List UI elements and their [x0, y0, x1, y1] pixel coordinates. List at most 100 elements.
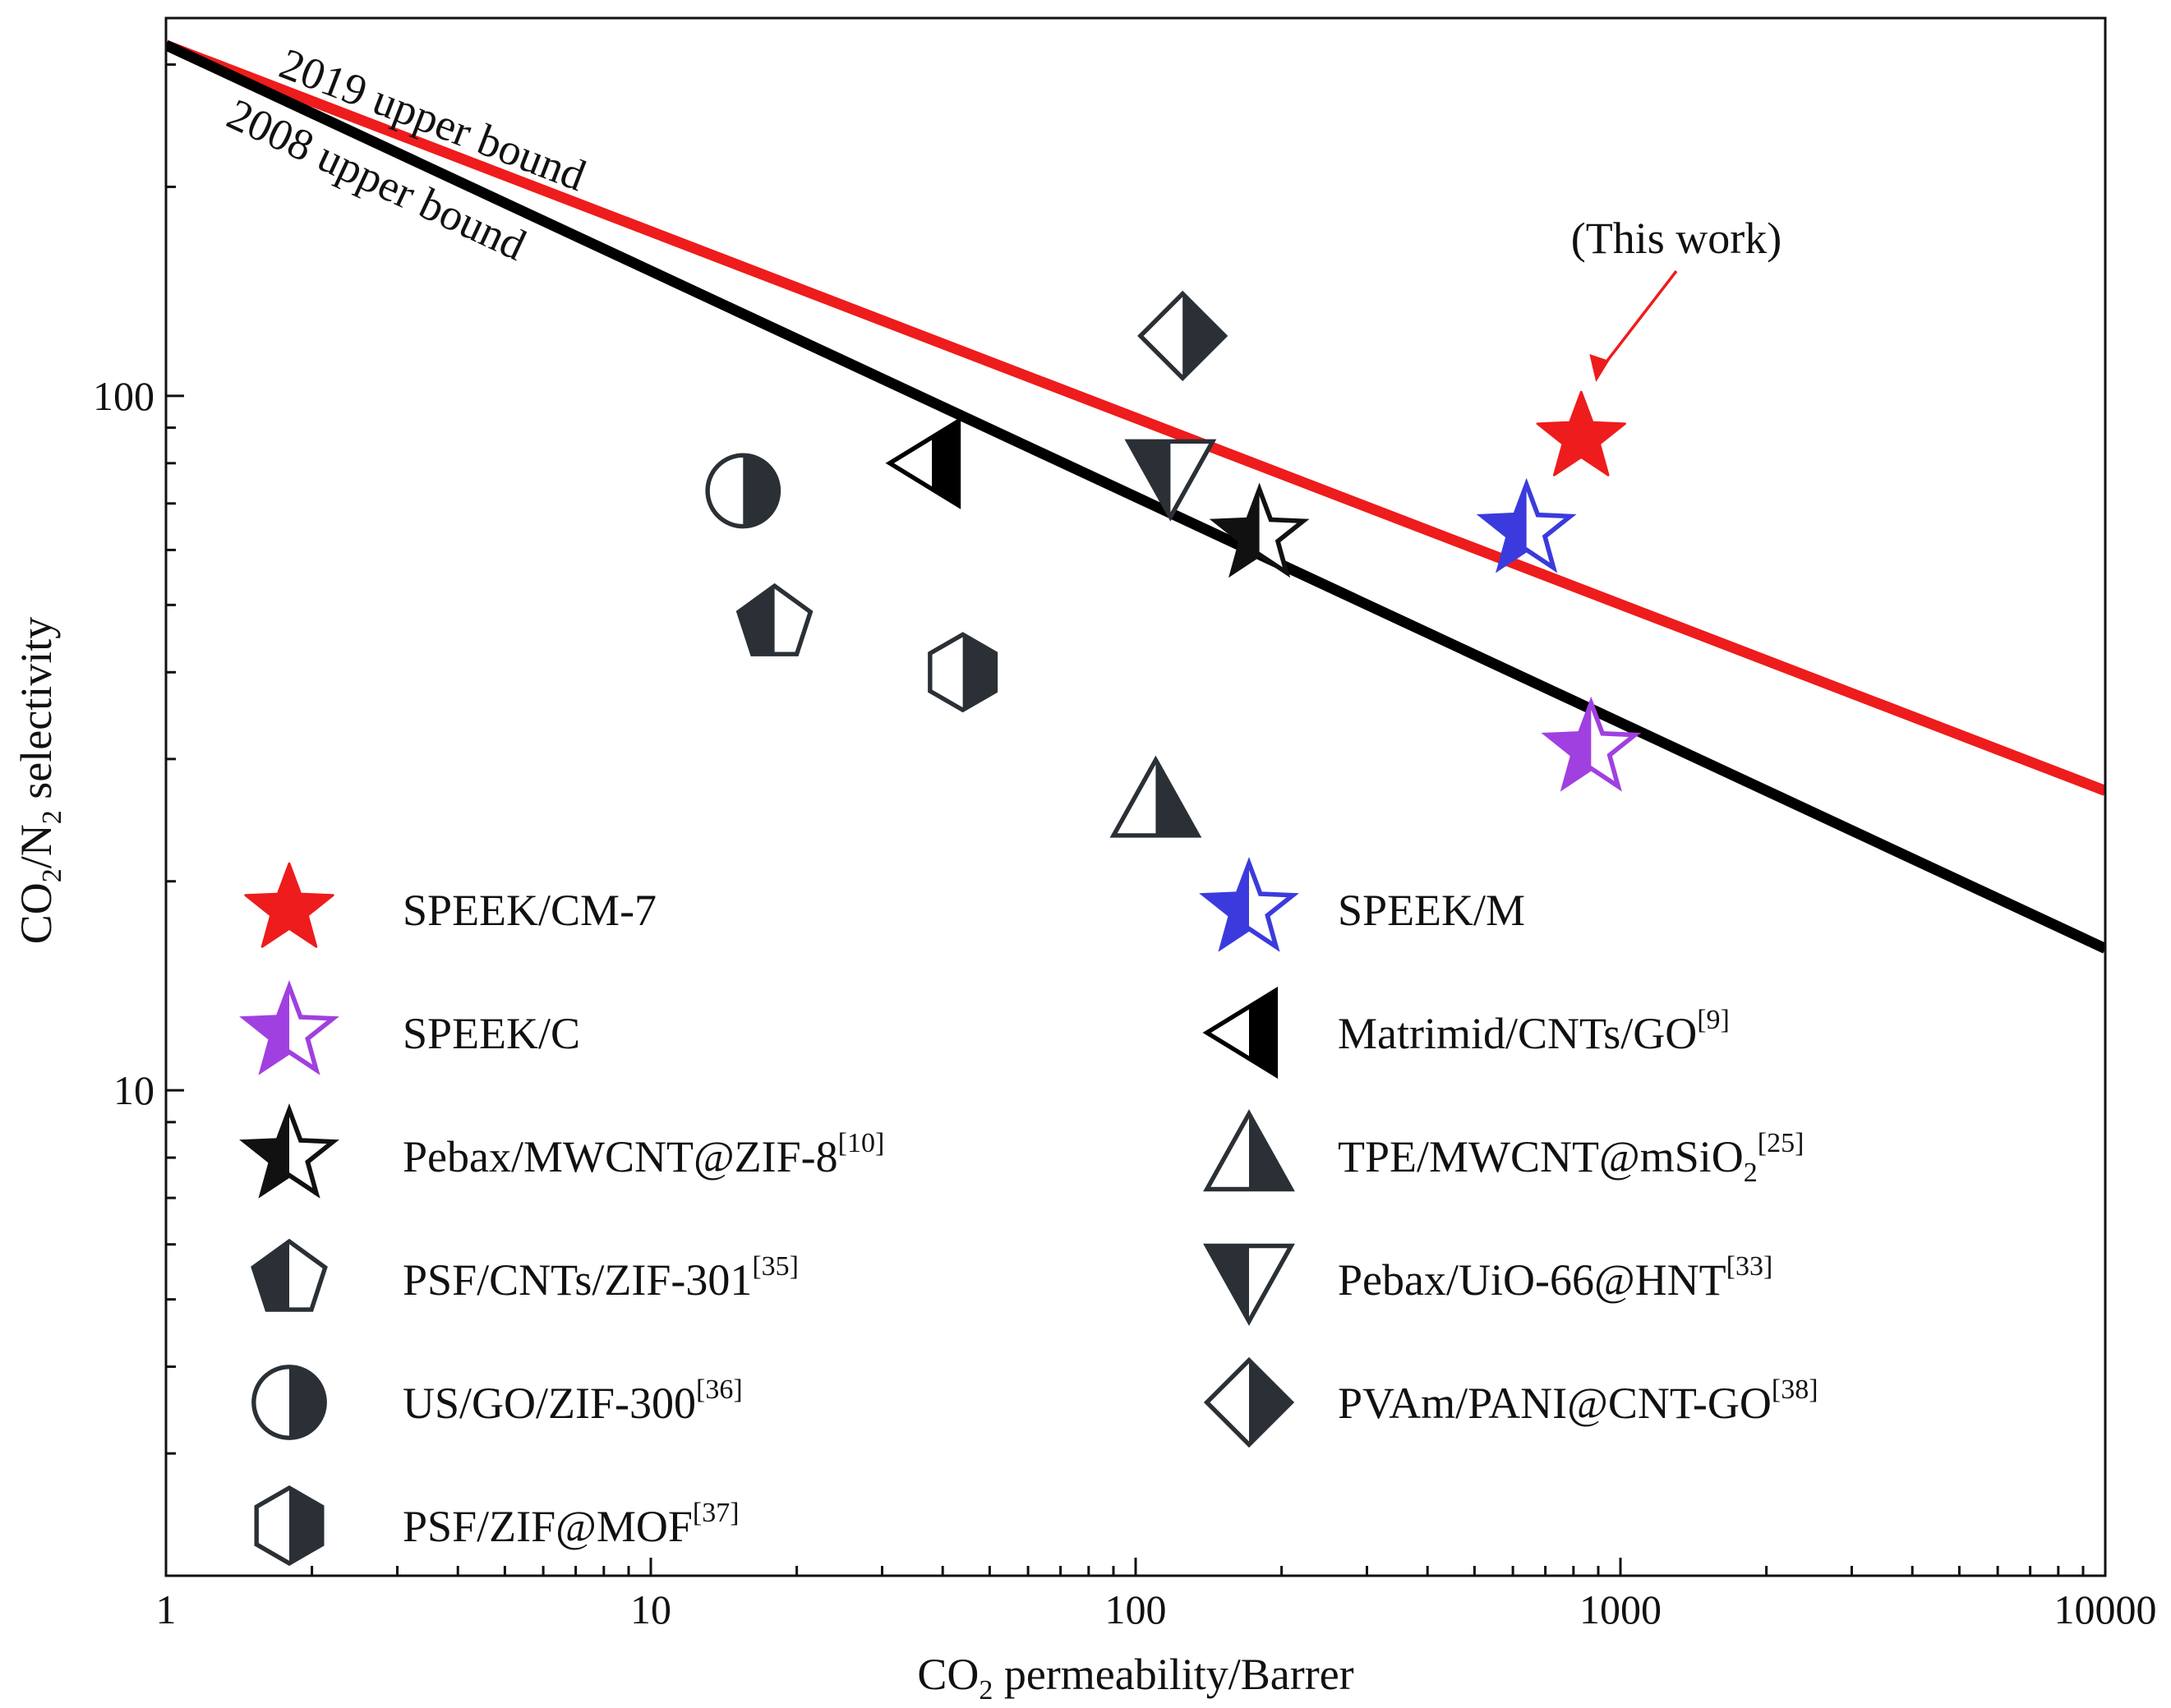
- legend-label-text: US/GO/ZIF-300: [403, 1379, 696, 1428]
- point-pebax-mwcnt-zif-8-fill: [1215, 489, 1260, 573]
- y-axis-title-part: /N: [12, 824, 61, 868]
- point-speek-m-marker: [1476, 477, 1577, 573]
- point-psf-zif-mof-fill: [962, 634, 996, 711]
- legend-marker-marker: [254, 1485, 325, 1567]
- point-speek-c-marker: [1541, 696, 1642, 792]
- point-pebax-mwcnt-zif-8-outline: [1209, 482, 1310, 578]
- point-psf-zif-mof-marker: [928, 632, 998, 713]
- point-speek-cm-7-star: [1536, 390, 1626, 476]
- legend-label-sup: [25]: [1758, 1128, 1805, 1158]
- annotation-text: (This work): [1571, 214, 1782, 263]
- legend-label-sub: 2: [1744, 1158, 1758, 1188]
- legend-marker-fill: [245, 987, 289, 1070]
- x-axis-title-part: CO: [917, 1650, 979, 1699]
- point-pebax-uio-66-hnt-outline: [1124, 439, 1217, 522]
- legend: SPEEK/CM-7 SPEEK/C Pebax/MWCNT@ZIF-8[10] PS…: [239, 856, 1818, 1567]
- point-psf-cnts-zif-301-marker: [735, 582, 814, 656]
- y-axis-title-sub: 2: [37, 868, 67, 882]
- point-speek-c-fill: [1547, 702, 1592, 787]
- legend-marker-outline: [239, 1103, 339, 1199]
- y-axis-title-part: selectivity: [12, 617, 61, 810]
- y-tick-label: 100: [93, 373, 154, 419]
- legend-marker-marker: [239, 979, 339, 1075]
- legend-label: Matrimid/CNTs/GO[9]: [1338, 1005, 1730, 1058]
- point-speek-c-outline: [1541, 696, 1642, 792]
- point-pvam-pani-cnt-go-marker: [1137, 290, 1228, 382]
- legend-marker-outline: [239, 979, 339, 1075]
- legend-label: PSF/CNTs/ZIF-301[35]: [403, 1251, 799, 1305]
- legend-label-text: SPEEK/M: [1338, 886, 1525, 935]
- legend-marker-fill: [289, 1366, 325, 1439]
- point-tpe-mwcnt-msio2-marker: [1109, 755, 1202, 838]
- y-tick-label: 10: [113, 1067, 154, 1113]
- legend-label-text: Matrimid/CNTs/GO: [1338, 1009, 1697, 1058]
- legend-label: PVAm/PANI@CNT-GO[38]: [1338, 1374, 1818, 1428]
- legend-marker-outline: [251, 1365, 327, 1440]
- point-pebax-mwcnt-zif-8-marker: [1209, 482, 1310, 578]
- legend-marker-outline: [254, 1485, 325, 1567]
- point-pebax-uio-66-hnt-marker: [1124, 439, 1217, 522]
- legend-label-text: TPE/MWCNT@mSiO: [1338, 1132, 1744, 1181]
- annotation: (This work): [1571, 214, 1782, 383]
- legend-label: Pebax/UiO-66@HNT[33]: [1338, 1251, 1772, 1305]
- legend-marker-marker: [251, 1238, 328, 1312]
- legend-marker-fill: [289, 1488, 322, 1563]
- point-matrimid-cnts-go-marker: [885, 417, 961, 509]
- point-us-go-zif-300-fill: [743, 455, 779, 527]
- legend-label: PSF/ZIF@MOF[37]: [403, 1498, 740, 1551]
- point-tpe-mwcnt-msio2-outline: [1109, 755, 1202, 838]
- legend-label-sup: [36]: [696, 1374, 743, 1405]
- point-pvam-pani-cnt-go-fill: [1182, 293, 1225, 379]
- legend-marker-marker: [239, 1103, 339, 1199]
- legend-marker-fill: [1249, 1360, 1292, 1445]
- upper-bound-line-2008: [166, 40, 2105, 954]
- legend-marker-marker: [1203, 1356, 1295, 1448]
- legend-label-text: PSF/CNTs/ZIF-301: [403, 1255, 752, 1305]
- legend-label-text: PVAm/PANI@CNT-GO: [1338, 1379, 1772, 1428]
- legend-marker-outline: [1203, 1109, 1295, 1192]
- point-us-go-zif-300-outline: [705, 453, 781, 529]
- legend-label-sup: [37]: [693, 1498, 740, 1528]
- legend-label-sup: [33]: [1726, 1251, 1773, 1282]
- point-psf-cnts-zif-301-outline: [735, 582, 814, 656]
- legend-marker-marker: [1202, 986, 1279, 1080]
- legend-marker-marker: [244, 862, 334, 948]
- x-tick-label: 10: [630, 1586, 671, 1632]
- y-axis-title-sub: 2: [37, 810, 67, 824]
- legend-marker-marker: [1199, 856, 1299, 952]
- legend-marker-outline: [1202, 986, 1279, 1080]
- x-tick-label: 1000: [1579, 1586, 1662, 1632]
- legend-label-sup: [35]: [752, 1251, 799, 1282]
- legend-label: SPEEK/C: [403, 1009, 580, 1058]
- point-us-go-zif-300-marker: [705, 453, 781, 529]
- x-axis-title-sub: 2: [979, 1675, 993, 1706]
- legend-label: TPE/MWCNT@mSiO2[25]: [1338, 1128, 1804, 1188]
- upper-bound-line-2019: [166, 39, 2105, 796]
- legend-label-text: Pebax/UiO-66@HNT: [1338, 1255, 1726, 1305]
- point-matrimid-cnts-go-outline: [885, 417, 961, 509]
- point-matrimid-cnts-go-fill: [932, 421, 959, 506]
- y-axis-title-part: CO: [12, 882, 61, 944]
- annotation-arrow-line: [1599, 269, 1678, 371]
- legend-label: Pebax/MWCNT@ZIF-8[10]: [403, 1128, 884, 1181]
- legend-label-sup: [9]: [1697, 1005, 1730, 1035]
- legend-label-text: Pebax/MWCNT@ZIF-8: [403, 1132, 838, 1181]
- legend-marker-marker: [1203, 1243, 1295, 1326]
- legend-marker-fill: [245, 1110, 289, 1194]
- legend-label-sup: [10]: [838, 1128, 885, 1158]
- x-tick-label: 1: [156, 1586, 177, 1632]
- y-axis-title: CO2/N2 selectivity: [12, 617, 67, 944]
- legend-label-sup: [38]: [1772, 1374, 1818, 1405]
- point-speek-m-outline: [1476, 477, 1577, 573]
- legend-label: US/GO/ZIF-300[36]: [403, 1374, 743, 1428]
- legend-marker-outline: [1203, 1243, 1295, 1326]
- legend-label: SPEEK/M: [1338, 886, 1525, 935]
- legend-marker-marker: [1203, 1109, 1295, 1192]
- x-axis-title-part: permeability/Barrer: [993, 1650, 1353, 1699]
- legend-label-text: PSF/ZIF@MOF: [403, 1502, 693, 1551]
- legend-marker-marker: [251, 1365, 327, 1440]
- point-speek-cm-7-marker: [1536, 390, 1626, 476]
- legend-marker-outline: [1203, 1356, 1295, 1448]
